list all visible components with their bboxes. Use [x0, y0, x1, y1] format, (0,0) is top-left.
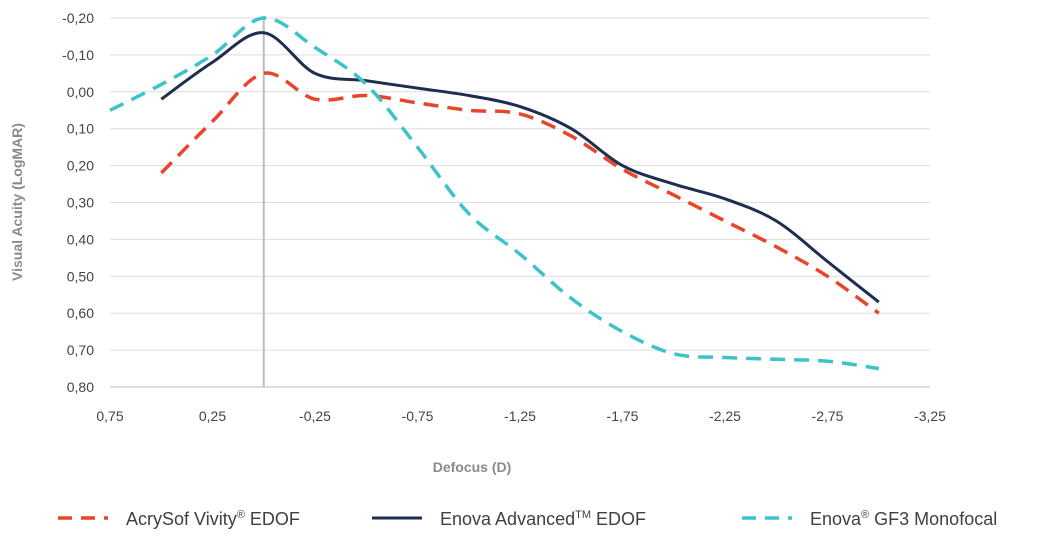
- x-tick-label: 0,75: [96, 408, 123, 424]
- series-line-2: [109, 16, 880, 371]
- x-axis-title: Defocus (D): [433, 459, 512, 475]
- y-axis-ticks: -0,20 -0,10 0,00 0,10 0,20 0,30 0,40 0,50 0,60 0,…: [62, 10, 94, 395]
- x-tick-label: -0,75: [402, 408, 434, 424]
- x-tick-label: -1,75: [607, 408, 639, 424]
- x-tick-label: -2,75: [812, 408, 844, 424]
- x-tick-label: -2,25: [709, 408, 741, 424]
- y-tick-label: 0,70: [67, 342, 94, 358]
- y-tick-label: 0,40: [67, 231, 94, 247]
- y-tick-label: 0,20: [67, 158, 94, 174]
- y-tick-label: 0,10: [67, 121, 94, 137]
- y-axis-title: Visual Acuity (LogMAR): [9, 123, 25, 281]
- series-line-0: [160, 71, 880, 315]
- x-tick-label: -1,25: [504, 408, 536, 424]
- y-tick-label: 0,00: [67, 84, 94, 100]
- x-tick-label: -0,25: [299, 408, 331, 424]
- y-tick-label: 0,30: [67, 195, 94, 211]
- y-tick-label: -0,10: [62, 47, 94, 63]
- gridlines: [110, 17, 930, 388]
- legend: AcrySof Vivity® EDOF Enova AdvancedTM EDO…: [58, 509, 997, 529]
- y-tick-label: 0,50: [67, 268, 94, 284]
- x-tick-label: -3,25: [914, 408, 946, 424]
- x-axis-ticks: 0,75 0,25 -0,25 -0,75 -1,25 -1,75 -2,25 -2,75 -3…: [96, 408, 946, 424]
- legend-label: Enova AdvancedTM EDOF: [440, 509, 646, 529]
- legend-label: Enova® GF3 Monofocal: [810, 509, 997, 529]
- x-tick-label: 0,25: [199, 408, 226, 424]
- y-tick-label: 0,60: [67, 305, 94, 321]
- y-tick-label: 0,80: [67, 379, 94, 395]
- y-tick-label: -0,20: [62, 10, 94, 26]
- series-line-1: [160, 31, 880, 304]
- series-lines: [109, 16, 880, 371]
- legend-label: AcrySof Vivity® EDOF: [126, 509, 300, 529]
